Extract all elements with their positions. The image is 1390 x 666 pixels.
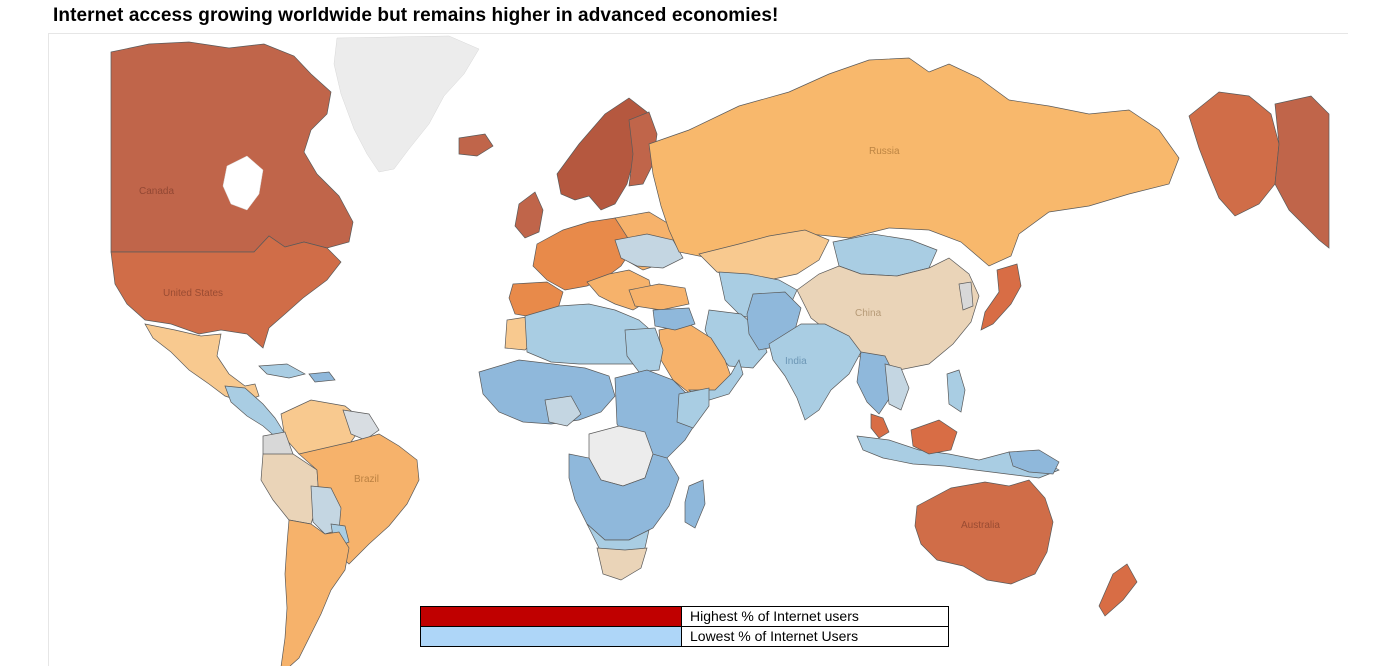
west-africa[interactable] — [478, 359, 616, 425]
cuba[interactable] — [258, 363, 306, 379]
uk-ireland[interactable] — [514, 191, 544, 239]
central-south-africa[interactable] — [568, 453, 680, 541]
papua-new-guinea[interactable] — [1008, 449, 1060, 475]
hudson-bay — [222, 155, 264, 211]
iceland[interactable] — [458, 133, 494, 157]
world-map-svg: Canada United States Brazil Russia China… — [110, 35, 1330, 666]
borneo[interactable] — [910, 419, 958, 455]
alaska[interactable] — [1274, 95, 1330, 249]
map-legend: Highest % of Internet users Lowest % of … — [420, 606, 949, 647]
india[interactable] — [768, 323, 862, 421]
legend-label-highest: Highest % of Internet users — [690, 608, 859, 624]
legend-row-highest: Highest % of Internet users — [421, 607, 948, 626]
horn-of-africa[interactable] — [676, 387, 710, 429]
japan[interactable] — [980, 263, 1022, 331]
korea[interactable] — [958, 281, 974, 311]
malaysia[interactable] — [870, 413, 890, 439]
finland[interactable] — [628, 111, 658, 187]
legend-swatch-highest — [421, 607, 682, 626]
russia-far-east[interactable] — [1188, 91, 1280, 217]
label-united-states: United States — [163, 288, 223, 299]
label-canada: Canada — [139, 186, 174, 197]
turkey[interactable] — [628, 283, 690, 311]
new-zealand[interactable] — [1098, 563, 1138, 617]
scandinavia[interactable] — [556, 97, 648, 211]
south-africa[interactable] — [596, 547, 648, 581]
canada[interactable] — [110, 41, 354, 253]
argentina-chile[interactable] — [280, 519, 350, 666]
levant[interactable] — [652, 307, 696, 331]
legend-label-lowest: Lowest % of Internet Users — [690, 628, 859, 644]
legend-row-lowest: Lowest % of Internet Users — [421, 626, 948, 646]
egypt[interactable] — [624, 327, 664, 373]
label-india: India — [785, 356, 807, 367]
madagascar[interactable] — [684, 479, 706, 529]
ukraine[interactable] — [614, 233, 684, 269]
world-map[interactable]: Canada United States Brazil Russia China… — [48, 33, 1348, 666]
guianas[interactable] — [342, 409, 380, 441]
legend-swatch-lowest — [421, 627, 682, 646]
hispaniola[interactable] — [308, 371, 336, 383]
philippines[interactable] — [946, 369, 966, 413]
russia[interactable] — [648, 57, 1180, 267]
label-china: China — [855, 308, 882, 319]
united-states[interactable] — [110, 235, 342, 349]
mexico[interactable] — [144, 323, 260, 403]
label-brazil: Brazil — [354, 474, 379, 485]
label-australia: Australia — [961, 520, 1000, 531]
vietnam-laos[interactable] — [884, 363, 910, 411]
greenland[interactable] — [333, 35, 480, 173]
nigeria[interactable] — [544, 395, 582, 427]
page-title: Internet access growing worldwide but re… — [53, 5, 779, 26]
australia[interactable] — [914, 479, 1054, 585]
label-russia: Russia — [869, 146, 900, 157]
western-europe[interactable] — [532, 217, 634, 291]
